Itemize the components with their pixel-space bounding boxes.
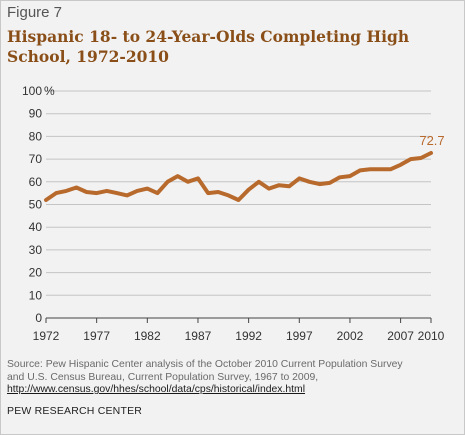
y-tick-label: 60 [29, 175, 43, 189]
x-tick-label: 2002 [337, 329, 364, 343]
source-line-1: Source: Pew Hispanic Center analysis of … [7, 359, 403, 370]
x-tick-label: 1992 [235, 329, 262, 343]
organization-name: PEW RESEARCH CENTER [7, 405, 143, 417]
y-tick-label: 20 [29, 266, 43, 280]
y-tick-label: 30 [29, 243, 43, 257]
x-tick-label: 2010 [418, 329, 445, 343]
source-note: Source: Pew Hispanic Center analysis of … [7, 359, 462, 397]
y-tick-label: 40 [29, 220, 43, 234]
y-tick-label: 50 [29, 198, 43, 212]
y-tick-label: 100 [22, 84, 42, 98]
chart-title: Hispanic 18- to 24-Year-Olds Completing … [7, 27, 410, 66]
x-tick-label: 1977 [83, 329, 110, 343]
line-chart: 0 10 20 30 40 50 60 70 80 90 100 % 1972 1977 1982 1987 1… [22, 84, 445, 343]
series-line [44, 151, 433, 202]
data-label: 72.7 [419, 133, 444, 148]
y-tick-label: 70 [29, 152, 43, 166]
y-tick-label: 10 [29, 288, 43, 302]
x-tick-label: 1982 [134, 329, 161, 343]
x-tick-label: 1987 [185, 329, 212, 343]
y-unit-label: % [44, 84, 55, 98]
y-tick-label: 0 [35, 311, 42, 325]
x-tick-label: 1972 [33, 329, 60, 343]
x-tick-label: 1997 [286, 329, 313, 343]
figure-label: Figure 7 [7, 4, 63, 21]
y-tick-label: 80 [29, 129, 43, 143]
source-line-2: and U.S. Census Bureau, Current Populati… [7, 371, 319, 383]
source-link[interactable]: http://www.census.gov/hhes/school/data/c… [7, 384, 306, 395]
y-tick-label: 90 [29, 107, 43, 121]
x-tick-label: 2007 [387, 329, 414, 343]
